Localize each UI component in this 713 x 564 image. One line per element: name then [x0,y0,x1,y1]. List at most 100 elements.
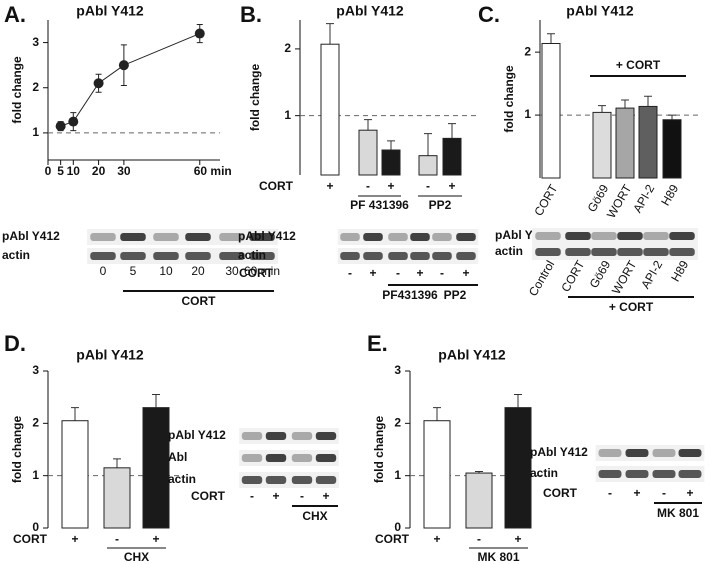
blot-band [535,232,561,240]
blot-band [249,233,275,241]
blot-lane-label: - [608,486,612,500]
blot-band [598,449,622,457]
x-tick-label: + [152,532,159,546]
bar [358,129,378,176]
blot-band [219,233,245,241]
blot-band [120,252,146,260]
blot-lane-label: + [322,489,329,503]
x-tick-label: + [448,179,455,193]
y-tick-label: 1 [524,107,531,121]
blot-group-label: MK 801 [657,506,699,520]
blot-lane-label: 5 [130,264,137,278]
blot-band [241,476,263,484]
blot-band [388,233,408,241]
blot-condition-label: CORT [239,266,274,280]
blot-band [315,454,337,462]
blot-band [617,232,643,240]
error-bar [644,95,652,107]
y-tick-label: 0 [32,520,39,534]
blot-band [90,252,116,260]
bar [418,155,438,176]
bar [320,43,340,176]
blot-lane-label: H89 [668,258,691,284]
blot-band [241,454,263,462]
blot-band [652,470,676,478]
blot-lane-label: - [396,266,400,280]
error-bar [387,140,395,151]
blot-group-label: PP2 [444,288,467,302]
blot-row-label: Abl [168,450,187,464]
bar [615,107,635,179]
blot-row-label: pAbl Y412 [168,428,226,442]
blot-lane-label: 20 [191,264,205,278]
x-tick-label: - [426,179,430,193]
x-tick-label: + [514,532,521,546]
blot-lane-label: + [272,489,279,503]
data-point [194,28,205,39]
condition-label: CORT [259,179,294,193]
error-bar [71,407,79,421]
blot-lane-label: API-2 [638,258,665,291]
blot-band [265,454,287,462]
data-point [118,60,129,71]
bar [442,137,462,176]
bar [423,420,451,529]
y-tick-label: 1 [284,108,291,122]
blot-band [669,232,695,240]
blot-lane-label: - [250,489,254,503]
blot-row-label: pAbl Y412 [2,229,60,243]
y-tick-label: 1 [32,468,39,482]
blot-group-label: + CORT [609,300,654,314]
blot-group-label: CORT [182,294,217,308]
blot-condition-label: CORT [543,486,578,500]
y-axis-label: fold change [248,64,262,132]
error-bar [326,23,334,45]
blot-row-label: actin [495,244,523,258]
blot-lane-label: + [462,266,469,280]
blot-lane-label: Control [526,258,557,299]
y-tick-label: 2 [524,44,531,58]
blot-band [291,476,313,484]
error-bar [152,394,160,408]
blot-band [153,233,179,241]
blot-lane-label: 30 [225,264,239,278]
x-tick-label: 60 min [194,164,232,178]
blot-band [185,233,211,241]
blot-group-label: PF431396 [382,288,438,302]
chart-title: pAbl Y412 [566,3,634,19]
error-bar [598,105,606,113]
blot-band [315,432,337,440]
y-tick-label: 2 [32,416,39,430]
panel-label: E. [367,331,388,356]
panel-label: A. [4,2,26,27]
bar [504,407,532,529]
blot-band [410,233,430,241]
blot-band [410,252,430,260]
x-tick-label: - [477,532,481,546]
blot-band [591,232,617,240]
condition-label: CORT [13,532,48,546]
chart-title: pAbl Y412 [76,347,144,363]
error-bar [433,407,441,421]
data-line [60,33,200,127]
blot-band [598,470,622,478]
blot-band [340,252,360,260]
blot-lane-label: 0 [100,264,107,278]
y-tick-label: 0 [394,520,401,534]
blot-band [456,233,476,241]
group-label: CHX [124,550,149,564]
group-label: PF 431396 [350,198,409,212]
blot-band [617,248,643,256]
blot-row-label: actin [168,472,196,486]
error-bar [668,114,676,120]
blot-band [669,248,695,256]
blot-band [90,233,116,241]
blot-group-label: CHX [302,509,327,523]
panel-label: D. [4,331,26,356]
blot-band [265,432,287,440]
blot-row-label: pAbl Y412 [238,229,296,243]
y-tick-label: 3 [32,35,39,49]
bar [592,111,612,179]
error-bar [448,123,456,139]
blot-band [185,252,211,260]
